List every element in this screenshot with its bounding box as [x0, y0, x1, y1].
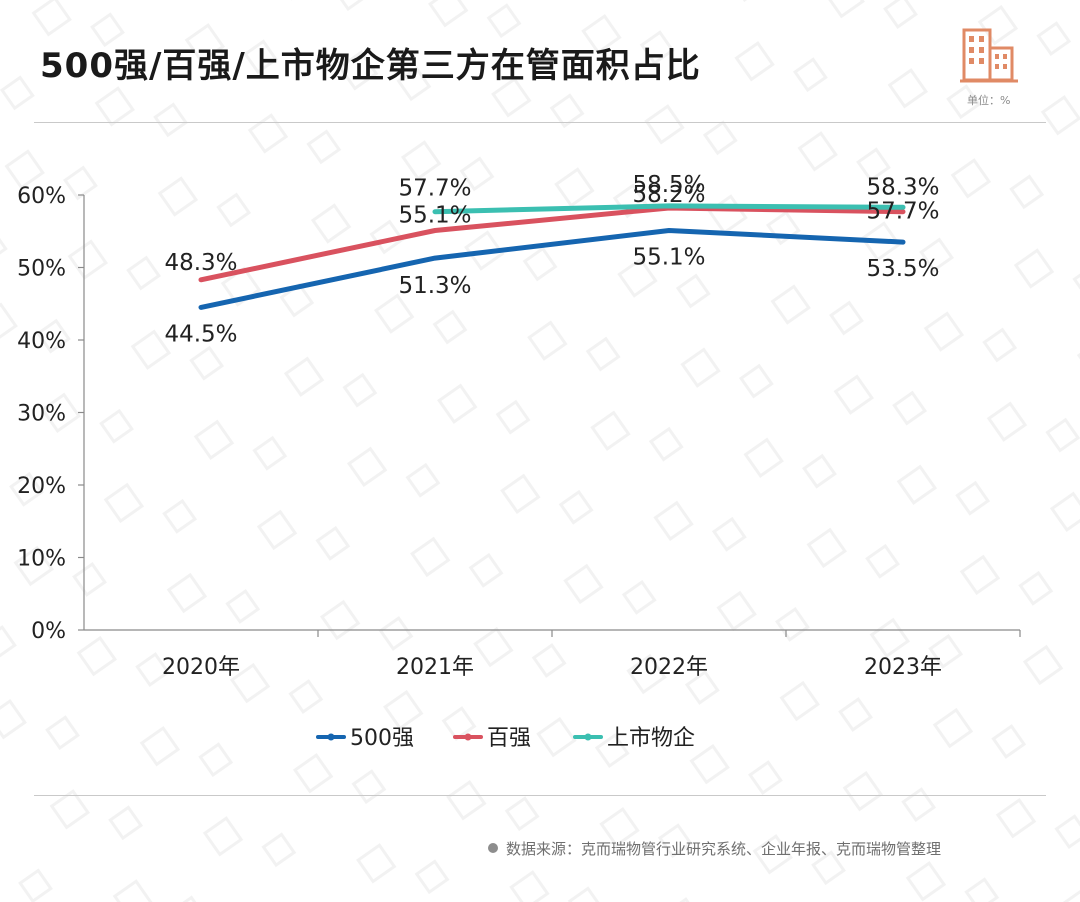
chart-title: 500强/百强/上市物企第三方在管面积占比: [40, 46, 701, 86]
source-text: 数据来源：克而瑞物管行业研究系统、企业年报、克而瑞物管整理: [506, 840, 942, 858]
series-100-line: [198, 205, 906, 283]
legend-100-marker: [464, 733, 472, 741]
y-tick-label: 20%: [17, 474, 66, 499]
bottom-divider: [34, 795, 1046, 796]
legend-listed-label: 上市物企: [607, 726, 695, 751]
building-icon: [960, 28, 1018, 83]
series-listed-data-label: 57.7%: [398, 176, 471, 202]
series-100-data-label: 48.3%: [164, 250, 237, 276]
legend-500-label: 500强: [350, 726, 414, 751]
x-tick-label: 2022年: [630, 655, 708, 680]
line-chart: 0% 10% 20% 30% 40% 50% 60% 2020年 2021年 2022年 2023年…: [17, 172, 1021, 751]
series-500-data-label: 51.3%: [398, 273, 471, 299]
series-100-data-label: 55.1%: [398, 203, 471, 229]
y-tick-label: 50%: [17, 257, 66, 282]
legend-100-label: 百强: [487, 726, 531, 751]
y-tick-label: 60%: [17, 184, 66, 209]
y-tick-label: 40%: [17, 329, 66, 354]
series-500-line: [198, 228, 906, 310]
series-100-data-label: 58.2%: [632, 182, 705, 208]
series-500-data-label: 53.5%: [866, 256, 939, 282]
y-tick-label: 10%: [17, 547, 66, 572]
x-tick-label: 2020年: [162, 655, 240, 680]
series-500-data-label: 44.5%: [164, 321, 237, 347]
bullet-icon: [488, 842, 498, 853]
x-tick-label: 2023年: [864, 655, 942, 680]
series-500-data-label: 55.1%: [632, 245, 705, 271]
unit-label: 单位：%: [967, 94, 1011, 107]
source-note: 数据来源：克而瑞物管行业研究系统、企业年报、克而瑞物管整理: [488, 838, 941, 859]
series-listed-data-label: 58.5%: [632, 172, 705, 198]
x-tick-label: 2021年: [396, 655, 474, 680]
y-tick-label: 0%: [31, 619, 66, 644]
legend-listed-marker: [584, 733, 592, 741]
legend-500-marker: [327, 733, 335, 741]
series-100-data-label: 57.7%: [866, 199, 939, 225]
series-listed-data-label: 58.3%: [866, 174, 939, 200]
top-divider: [34, 122, 1046, 123]
y-tick-label: 30%: [17, 402, 66, 427]
series-listed-line: [432, 203, 906, 215]
